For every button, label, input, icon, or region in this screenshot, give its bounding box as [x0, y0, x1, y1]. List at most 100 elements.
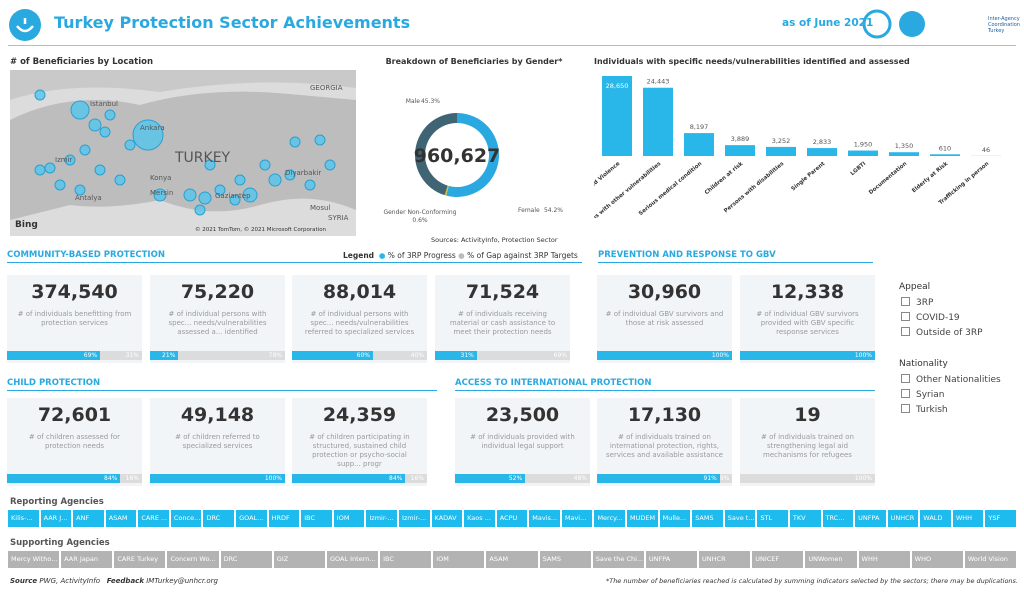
option-label[interactable]: Other Nationalities	[916, 375, 1001, 385]
filter-option[interactable]: Turkish	[901, 404, 948, 415]
kpi-value: 12,338	[770, 281, 845, 303]
agency-chip[interactable]: IOM	[333, 510, 365, 527]
agency-chip[interactable]: CARE Turkey	[114, 551, 166, 568]
checkbox[interactable]	[901, 327, 910, 336]
gap-bar: 16%	[120, 474, 142, 483]
agency-chip[interactable]: SAMS	[692, 510, 723, 527]
category-label: Children at risk	[704, 161, 745, 196]
legend-title: Legend	[343, 251, 375, 260]
agency-chip[interactable]: WHO	[911, 551, 963, 568]
checkbox[interactable]	[901, 374, 910, 383]
agency-chip[interactable]: Mavi...	[561, 510, 593, 527]
kpi-value: 17,130	[627, 404, 702, 426]
agency-chip[interactable]: TRC...	[822, 510, 854, 527]
checkbox[interactable]	[901, 312, 910, 321]
agency-chip[interactable]: AAR J...	[40, 510, 72, 527]
agency-chip[interactable]: UNFPA	[855, 510, 886, 527]
map-bubble	[132, 119, 164, 151]
agency-chip[interactable]: DRC	[220, 551, 272, 568]
agency-chip[interactable]: STL	[757, 510, 788, 527]
agency-chip[interactable]: Kilis-...	[8, 510, 39, 527]
agency-chip[interactable]: Save t...	[724, 510, 756, 527]
kpi-description: # of individuals trained on strengthenin…	[761, 433, 854, 459]
map-bubble	[153, 188, 167, 202]
agency-chip[interactable]: Save the Chi...	[592, 551, 644, 568]
agency-chip[interactable]: WHH	[952, 510, 984, 527]
bar	[643, 87, 673, 156]
section-title: CHILD PROTECTION	[7, 378, 101, 388]
agency-chip[interactable]: CARE ...	[138, 510, 169, 527]
agency-chip[interactable]: UNWomen	[805, 551, 857, 568]
agency-chip[interactable]: AAR Japan	[61, 551, 113, 568]
checkbox[interactable]	[901, 389, 910, 398]
kpi-value: 88,014	[322, 281, 397, 303]
agency-chip[interactable]: ACPU	[496, 510, 528, 527]
filter-option[interactable]: Outside of 3RP	[901, 327, 983, 338]
agency-chip[interactable]: WHH	[858, 551, 910, 568]
agency-chip[interactable]: WALD	[920, 510, 951, 527]
progress-label: 52%	[508, 475, 523, 482]
agency-chip[interactable]: IBC	[380, 551, 432, 568]
agency-chip[interactable]: YSF	[985, 510, 1016, 527]
kpi-description: # of individual persons with spec... nee…	[304, 310, 415, 336]
agency-chip[interactable]: Mercy...	[594, 510, 626, 527]
progress-bar: 91%	[597, 474, 720, 483]
map-label: TURKEY	[174, 150, 231, 166]
title: Turkey Protection Sector Achievements	[54, 13, 411, 32]
map-bubble	[284, 169, 296, 181]
agency-chip[interactable]: HRDF	[268, 510, 300, 527]
map-label: Mersin	[150, 189, 173, 197]
agency-chip[interactable]: SAMS	[539, 551, 591, 568]
agency-chip[interactable]: Mavis...	[529, 510, 560, 527]
agency-chip[interactable]: UNFPA	[645, 551, 698, 568]
agency-chip[interactable]: MUDEM	[627, 510, 658, 527]
agency-chip[interactable]: ASAM	[105, 510, 137, 527]
logo-icon	[9, 9, 41, 41]
agency-chip[interactable]: DRC	[203, 510, 235, 527]
checkbox[interactable]	[901, 404, 910, 413]
agency-chip[interactable]: IBC	[301, 510, 332, 527]
agency-chip[interactable]: UNICEF	[752, 551, 804, 568]
agency-chip[interactable]: Izmir-...	[398, 510, 430, 527]
kpi-description: # of children referred to specialized se…	[175, 433, 260, 450]
option-label[interactable]: COVID-19	[916, 313, 960, 323]
section-rule	[7, 390, 437, 391]
bar-value-label: 46	[982, 146, 990, 154]
agency-chip[interactable]: World Vision	[964, 551, 1016, 568]
checkbox[interactable]	[901, 297, 910, 306]
agency-chip[interactable]: UNHCR	[887, 510, 919, 527]
kpi-card: 71,524 # of individuals receiving materia…	[435, 275, 570, 363]
agency-chip[interactable]: Izmir-...	[366, 510, 397, 527]
agency-chip[interactable]: UNHCR	[699, 551, 751, 568]
agency-chip[interactable]: ASAM	[486, 551, 538, 568]
agency-chip[interactable]: Kaos ...	[464, 510, 495, 527]
agency-chip[interactable]: KADAV	[431, 510, 463, 527]
donut-value-label: 45.3%	[421, 98, 440, 105]
option-label[interactable]: 3RP	[916, 298, 934, 308]
bar-value-label: 2,833	[813, 138, 832, 146]
agency-chip[interactable]: IOM	[433, 551, 485, 568]
filter-option[interactable]: COVID-19	[901, 312, 960, 323]
agency-chip[interactable]: Mercy Witho...	[8, 551, 60, 568]
agency-chip[interactable]: TKV	[789, 510, 821, 527]
filter-option[interactable]: Syrian	[901, 389, 944, 400]
agency-chip[interactable]: GOAL Intern...	[326, 551, 379, 568]
agency-chip[interactable]: Conce...	[170, 510, 202, 527]
option-label[interactable]: Outside of 3RP	[916, 328, 983, 338]
option-label[interactable]: Turkish	[916, 405, 948, 415]
kpi-card: 374,540 # of individuals benefitting from…	[7, 275, 142, 363]
map-bubble	[64, 154, 76, 166]
agency-chip[interactable]: ANF	[73, 510, 104, 527]
filter-option[interactable]: 3RP	[901, 297, 933, 308]
agency-chip[interactable]: GOAL...	[236, 510, 267, 527]
gap-bar: 9%	[719, 474, 732, 483]
bar-value-label: 3,889	[731, 135, 750, 143]
agency-chip[interactable]: Mulle...	[659, 510, 691, 527]
kpi-description: # of individual GBV survivors provided w…	[756, 310, 859, 336]
option-label[interactable]: Syrian	[916, 390, 945, 400]
agency-chip[interactable]: Concern Wo...	[167, 551, 219, 568]
agency-chip[interactable]: GIZ	[273, 551, 325, 568]
kpi-card: 12,338 # of individual GBV survivors prov…	[740, 275, 875, 363]
filter-option[interactable]: Other Nationalities	[901, 374, 1001, 385]
progress-bar: 69%	[7, 351, 101, 360]
